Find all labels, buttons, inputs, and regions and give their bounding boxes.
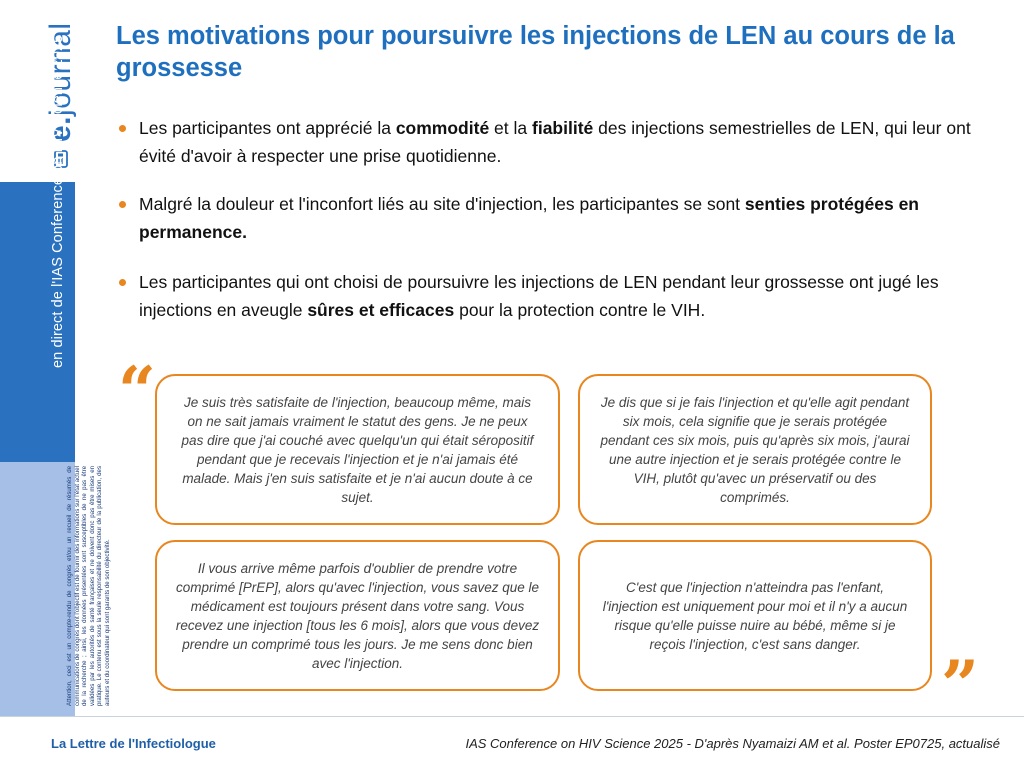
newspaper-icon — [53, 150, 69, 168]
close-quote-icon: ” — [941, 646, 979, 724]
key-points-list: Les participantes ont apprécié la commod… — [116, 114, 986, 344]
quote-text: Il vous arrive même parfois d'oublier de… — [175, 560, 540, 671]
quote-box: Je dis que si je fais l'injection et qu'… — [578, 374, 932, 525]
sidebar: e.journal en direct de l'IAS Conference … — [0, 0, 111, 768]
source-citation: IAS Conference on HIV Science 2025 - D'a… — [465, 736, 1000, 751]
quote-box: Je suis très satisfaite de l'injection, … — [155, 374, 560, 525]
bullet-point: Malgré la douleur et l'inconfort liés au… — [116, 190, 986, 246]
quote-text: Je suis très satisfaite de l'injection, … — [181, 394, 534, 505]
open-quote-icon: “ — [118, 352, 156, 430]
quote-box: Il vous arrive même parfois d'oublier de… — [155, 540, 560, 691]
bullet-point: Les participantes qui ont choisi de pour… — [116, 268, 986, 324]
sidebar-disclaimer: Attention, ceci est un compte-rendu de c… — [66, 466, 111, 706]
page-title: Les motivations pour poursuivre les inje… — [116, 22, 955, 82]
ejournal-logo: e.journal — [44, 22, 78, 168]
bullet-dot-icon — [119, 279, 126, 286]
bullet-point: Les participantes ont apprécié la commod… — [116, 114, 986, 170]
quote-box: C'est que l'injection n'atteindra pas l'… — [578, 540, 932, 691]
sidebar-subtitle: en direct de l'IAS Conference on HIV Sci… — [50, 34, 66, 368]
quote-text: Je dis que si je fais l'injection et qu'… — [600, 394, 910, 505]
bullet-dot-icon — [119, 201, 126, 208]
sidebar-blue-panel — [0, 182, 75, 462]
sidebar-disclaimer-panel — [0, 462, 75, 716]
journal-name: La Lettre de l'Infectiologue — [51, 736, 216, 751]
footer-divider — [0, 716, 1024, 717]
bullet-dot-icon — [119, 125, 126, 132]
quote-text: C'est que l'injection n'atteindra pas l'… — [602, 579, 908, 652]
